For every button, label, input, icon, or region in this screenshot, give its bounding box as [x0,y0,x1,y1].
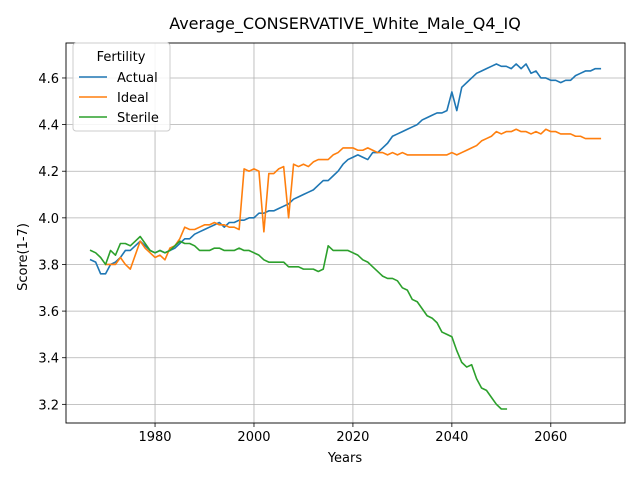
x-tick-label: 2000 [237,430,270,445]
x-axis-label: Years [327,451,363,466]
series-layer [89,63,602,410]
series-line-actual [89,63,602,275]
legend-label-ideal: Ideal [117,91,149,106]
y-tick-label: 3.4 [38,352,59,367]
series-line-sterile [89,235,508,410]
legend-box [72,42,171,132]
series-line-ideal [104,128,602,270]
x-tick-label: 2040 [435,430,468,445]
y-tick-label: 3.2 [38,398,59,413]
chart-title: Average_CONSERVATIVE_White_Male_Q4_IQ [169,14,521,34]
x-axis-ticks: 1980 2000 2020 2040 2060 [138,423,567,445]
legend-label-actual: Actual [117,71,158,86]
x-tick-label: 1980 [138,430,171,445]
y-tick-label: 4.4 [38,119,59,134]
legend-label-sterile: Sterile [117,111,159,126]
y-tick-label: 4.6 [38,72,59,87]
y-tick-label: 3.6 [38,305,59,320]
grid [66,43,625,423]
y-tick-label: 3.8 [38,258,59,273]
legend: Fertility Actual Ideal Sterile [72,42,171,132]
y-tick-label: 4.2 [38,165,59,180]
plot-area-frame [65,42,626,424]
y-tick-label: 4.0 [38,212,59,227]
legend-title: Fertility [97,50,146,65]
y-axis-label: Score(1-7) [16,223,31,291]
x-tick-label: 2020 [336,430,369,445]
y-axis-ticks: 3.2 3.4 3.6 3.8 4.0 4.2 4.4 4.6 [38,72,66,413]
x-tick-label: 2060 [534,430,567,445]
